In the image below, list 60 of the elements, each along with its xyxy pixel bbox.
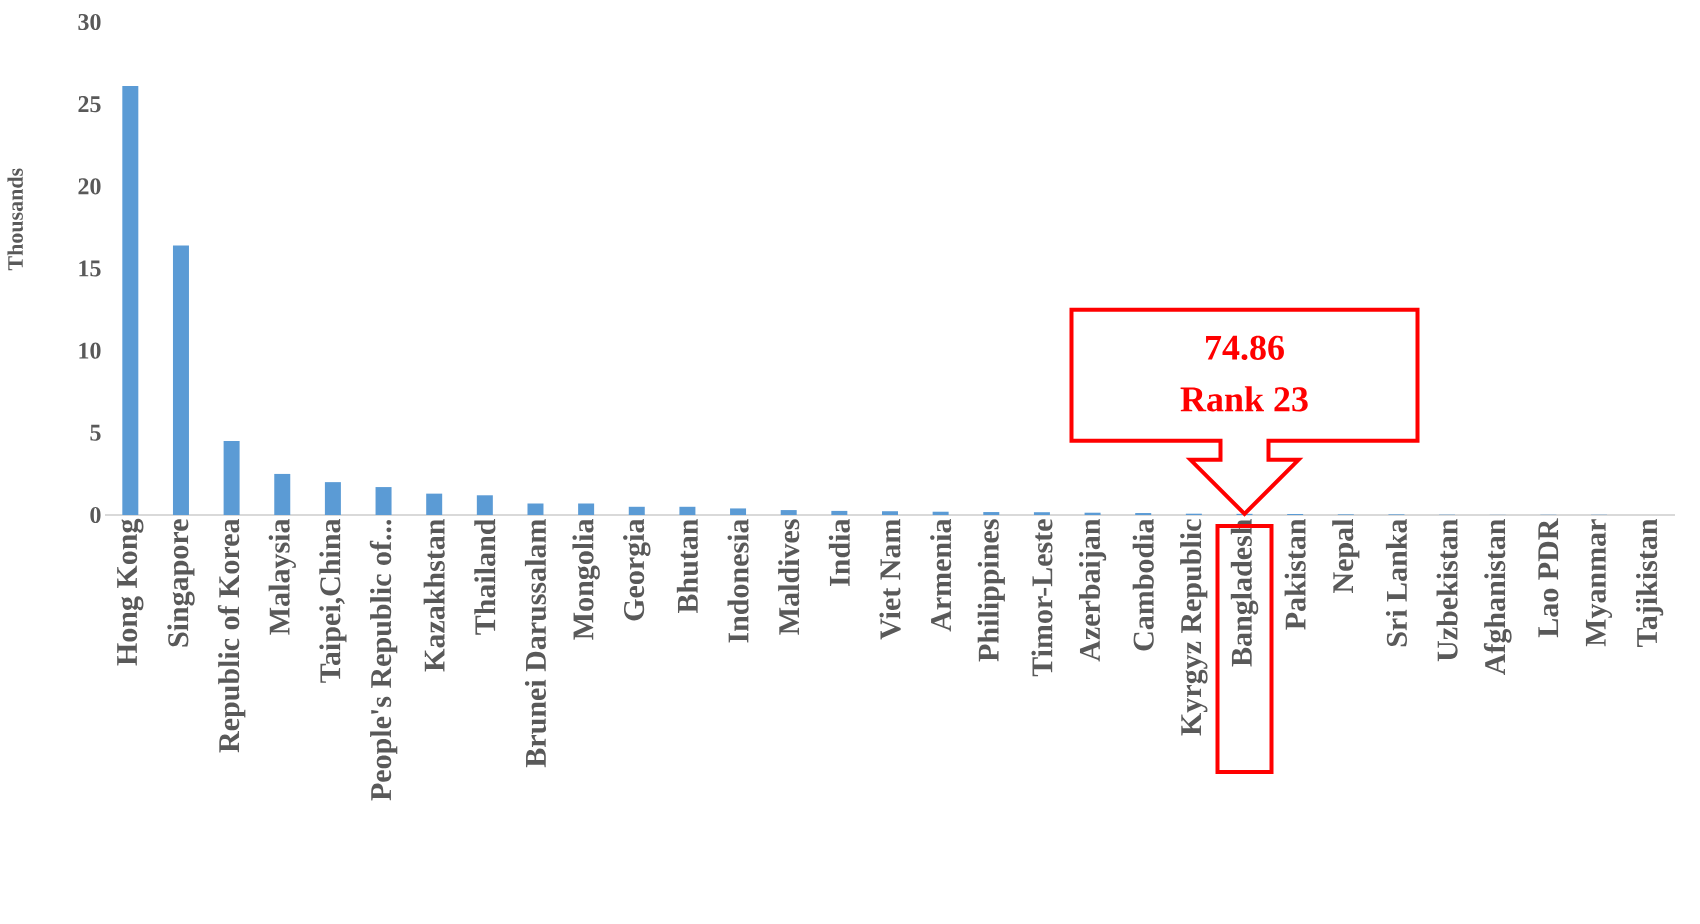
y-tick-label: 25	[78, 96, 101, 113]
x-tick-label: Kyrgyz Republic	[1180, 519, 1208, 736]
x-tick-label: Viet Nam	[879, 519, 901, 640]
y-tick-label: 0	[90, 506, 101, 524]
bar	[730, 508, 747, 515]
bar	[122, 86, 139, 515]
x-tick-label: Republic of Korea	[217, 518, 246, 753]
x-tick-label: Pakistan	[1284, 518, 1306, 630]
bar	[679, 506, 696, 515]
bar	[274, 473, 291, 515]
bar	[426, 493, 443, 515]
x-tick-label: Tajikistan	[1636, 518, 1664, 648]
y-tick-label: 10	[79, 342, 101, 359]
x-tick-label: Armenia	[930, 518, 952, 632]
x-tick-label: Georgia	[623, 518, 651, 621]
bar	[628, 506, 645, 515]
y-tick-label: 5	[90, 424, 101, 441]
x-tick-label: Azerbaijan	[1078, 518, 1107, 662]
bar	[983, 512, 1000, 515]
bar	[324, 482, 341, 515]
bar	[476, 495, 493, 515]
x-tick-label: Myanmar	[1585, 519, 1613, 647]
x-tick-label: Afghanistan	[1483, 519, 1512, 675]
x-tick-label: Lao PDR	[1538, 518, 1559, 638]
x-tick-label: India	[828, 518, 850, 586]
y-tick-label: 30	[78, 13, 101, 31]
y-tick-label: 15	[79, 260, 101, 277]
x-tick-label: Indonesia	[727, 519, 749, 643]
bar	[831, 510, 848, 515]
bar	[578, 503, 595, 515]
bar	[527, 503, 544, 515]
x-tick-label: Malaysia	[268, 518, 296, 635]
x-tick-label: Kazakhstan	[423, 519, 445, 672]
annotation: 74.86	[1206, 335, 1284, 361]
x-tick-label: People's Republic of...	[369, 519, 398, 801]
annotation: Rank 23	[1180, 386, 1308, 412]
x-tick-label: Sri Lanka	[1385, 519, 1407, 647]
x-tick-label: Thailand	[474, 518, 496, 635]
x-tick-label: Singapore	[167, 519, 195, 647]
x-tick-label: Nepal	[1332, 519, 1360, 593]
x-tick-label: Bangladesh	[1230, 519, 1259, 667]
x-tick-label: Mongolia	[572, 518, 600, 640]
bar	[932, 511, 949, 515]
x-tick-label: Philippines	[977, 519, 1005, 662]
bar	[375, 487, 392, 515]
y-axis-title: Thousands	[7, 168, 23, 271]
bar	[223, 441, 240, 515]
x-tick-label: Uzbekistan	[1436, 519, 1458, 662]
x-tick-label: Hong Kong	[117, 518, 144, 666]
x-tick-label: Bhutan	[676, 519, 698, 614]
y-tick-label: 20	[78, 178, 101, 195]
bar	[1033, 512, 1050, 515]
bar	[881, 511, 898, 515]
x-tick-label: Brunei Darussalam	[524, 519, 547, 768]
x-tick-label: Cambodia	[1132, 518, 1154, 651]
bar	[172, 245, 189, 515]
x-tick-label: Maldives	[778, 519, 800, 635]
x-tick-label: Taipei,China	[319, 518, 347, 683]
x-tick-label: Timor-Leste	[1031, 519, 1053, 677]
bar	[780, 510, 797, 515]
